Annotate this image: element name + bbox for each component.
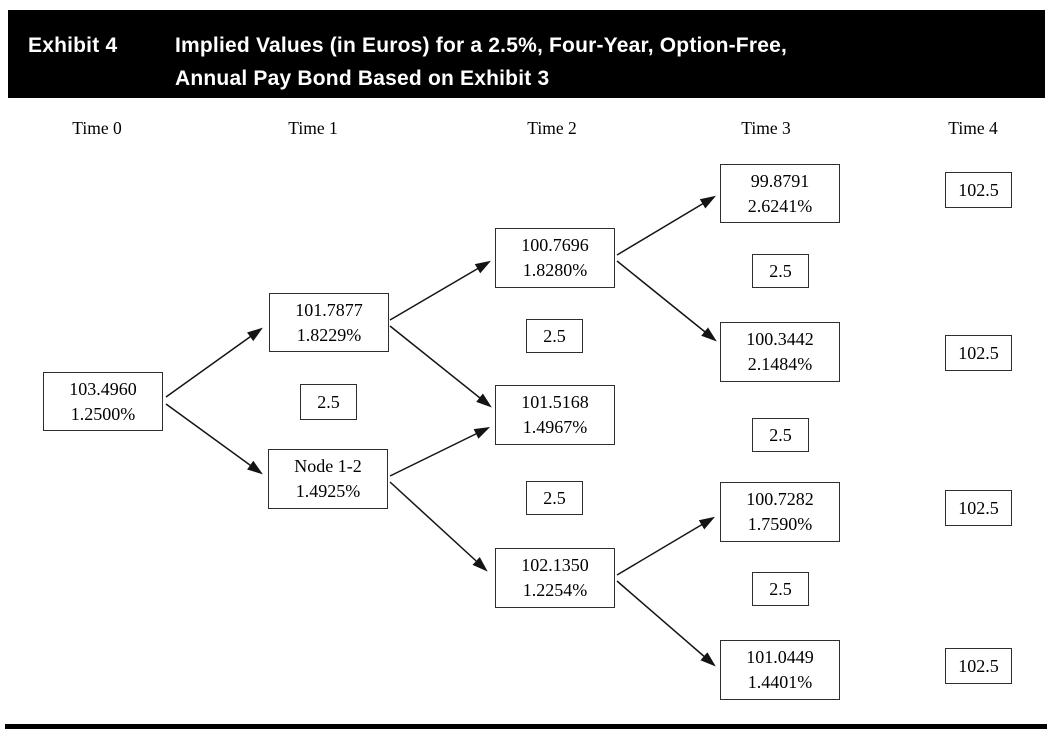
- arrow-t1u-to-t2u: [389, 260, 492, 321]
- time-header-3: Time 3: [741, 118, 791, 138]
- coupon-box-time3-1: 2.5: [752, 254, 809, 288]
- node-time2-mid: 101.5168 1.4967%: [495, 385, 615, 445]
- node-time2-up: 100.7696 1.8280%: [495, 228, 615, 288]
- arrow-t1d-to-t2m: [389, 426, 491, 477]
- time-header-2: Time 2: [527, 118, 577, 138]
- node-value: 101.0449: [746, 647, 814, 667]
- coupon-box-time2-up: 2.5: [526, 319, 583, 353]
- node-rate: 1.4925%: [295, 481, 361, 501]
- coupon-box-time1: 2.5: [300, 384, 357, 420]
- time-header-1: Time 1: [288, 118, 338, 138]
- node-time3-1: 99.8791 2.6241%: [720, 164, 840, 223]
- node-value: 100.3442: [746, 329, 814, 349]
- coupon-box-time3-2: 2.5: [752, 418, 809, 452]
- node-value: 103.4960: [69, 378, 137, 399]
- time-header-0: Time 0: [72, 118, 122, 138]
- coupon-box-time3-3: 2.5: [752, 572, 809, 606]
- node-rate: 1.4967%: [522, 417, 588, 437]
- maturity-box-2: 102.5: [945, 335, 1012, 371]
- exhibit-label: Exhibit 4: [28, 34, 118, 57]
- maturity-box-3: 102.5: [945, 490, 1012, 526]
- node-time3-2: 100.3442 2.1484%: [720, 322, 840, 382]
- maturity-box-4: 102.5: [945, 648, 1012, 684]
- arrow-t0-to-t1u: [165, 327, 263, 398]
- node-value: 99.8791: [750, 170, 810, 191]
- node-rate: 1.2500%: [70, 403, 136, 424]
- exhibit-title-line1: Implied Values (in Euros) for a 2.5%, Fo…: [175, 34, 788, 57]
- node-value: 100.7696: [521, 235, 589, 255]
- time-header-4: Time 4: [948, 118, 998, 138]
- node-rate: 1.2254%: [522, 580, 588, 600]
- node-rate: 1.4401%: [747, 672, 813, 692]
- node-value: 102.1350: [521, 555, 589, 575]
- node-rate: 2.6241%: [747, 195, 813, 216]
- header-bar: Exhibit 4 Implied Values (in Euros) for …: [8, 10, 1045, 98]
- arrow-t1d-to-t2d: [389, 481, 488, 572]
- maturity-box-1: 102.5: [945, 172, 1012, 208]
- node-rate: 2.1484%: [747, 354, 813, 374]
- exhibit-title: Implied Values (in Euros) for a 2.5%, Fo…: [175, 29, 787, 95]
- node-rate: 1.7590%: [747, 514, 813, 534]
- node-rate: 1.8280%: [522, 260, 588, 280]
- arrow-t2d-to-t3d: [616, 580, 716, 667]
- arrow-t2u-to-t3b: [616, 260, 717, 342]
- node-value: 100.7282: [746, 489, 814, 509]
- arrow-t1u-to-t2m: [389, 325, 492, 408]
- node-time2-down: 102.1350 1.2254%: [495, 548, 615, 608]
- exhibit-title-line2: Annual Pay Bond Based on Exhibit 3: [175, 67, 550, 90]
- node-time1-down: Node 1-2 1.4925%: [268, 449, 388, 509]
- node-value: 101.5168: [521, 392, 589, 412]
- node-time3-3: 100.7282 1.7590%: [720, 482, 840, 542]
- node-rate: 1.8229%: [296, 324, 362, 345]
- arrow-t0-to-t1d: [165, 403, 263, 475]
- coupon-box-time2-down: 2.5: [526, 481, 583, 515]
- bottom-rule: [5, 724, 1047, 729]
- node-time0: 103.4960 1.2500%: [43, 372, 163, 431]
- node-time3-4: 101.0449 1.4401%: [720, 640, 840, 700]
- arrow-t2d-to-t3c: [616, 516, 716, 576]
- node-time1-up: 101.7877 1.8229%: [269, 293, 389, 352]
- arrow-t2u-to-t3a: [616, 195, 717, 256]
- node-value: Node 1-2: [294, 456, 362, 476]
- node-value: 101.7877: [295, 299, 363, 320]
